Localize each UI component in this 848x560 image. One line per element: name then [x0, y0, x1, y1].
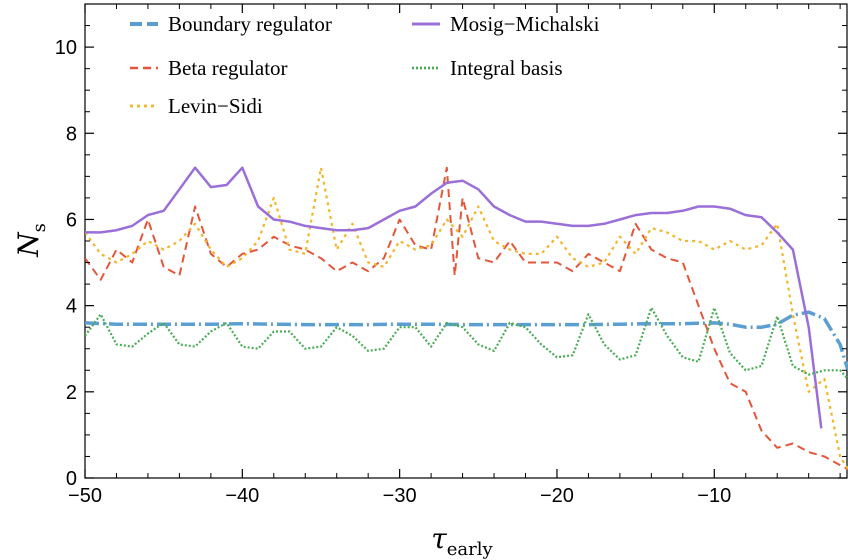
y-tick-label: 2: [66, 382, 77, 404]
series-line-levin-sidi: [85, 166, 848, 470]
y-tick-label: 6: [66, 209, 77, 231]
x-axis-title: τearly: [431, 522, 493, 560]
legend-label: Beta regulator: [168, 56, 288, 80]
legend-label: Levin−Sidi: [168, 94, 263, 118]
series-line-integral-basis: [85, 306, 848, 380]
x-tick-label: −20: [540, 485, 574, 507]
y-tick-label: 4: [66, 296, 77, 318]
data-lines: [85, 166, 848, 471]
x-tick-label: −30: [383, 485, 417, 507]
y-tick-label: 8: [66, 123, 77, 145]
y-tick-label: 0: [66, 468, 77, 490]
x-tick-label: −40: [225, 485, 259, 507]
x-tick-label: −50: [68, 485, 102, 507]
axis-ticks: −50 −40 −30 −20 −10 0 2 4 6 8 10: [55, 4, 847, 507]
legend-label: Boundary regulator: [168, 12, 332, 36]
y-tick-label: 10: [55, 37, 77, 59]
legend: Boundary regulator Beta regulator Levin−Si…: [130, 12, 600, 118]
y-axis-title: Ns: [12, 223, 50, 258]
series-line-beta-regulator: [85, 166, 848, 471]
series-line-boundary-regulator: [85, 310, 848, 371]
series-line-mosig-michalski: [85, 166, 823, 429]
legend-label: Mosig−Michalski: [450, 12, 600, 36]
legend-label: Integral basis: [450, 56, 563, 80]
x-tick-label: −10: [697, 485, 731, 507]
